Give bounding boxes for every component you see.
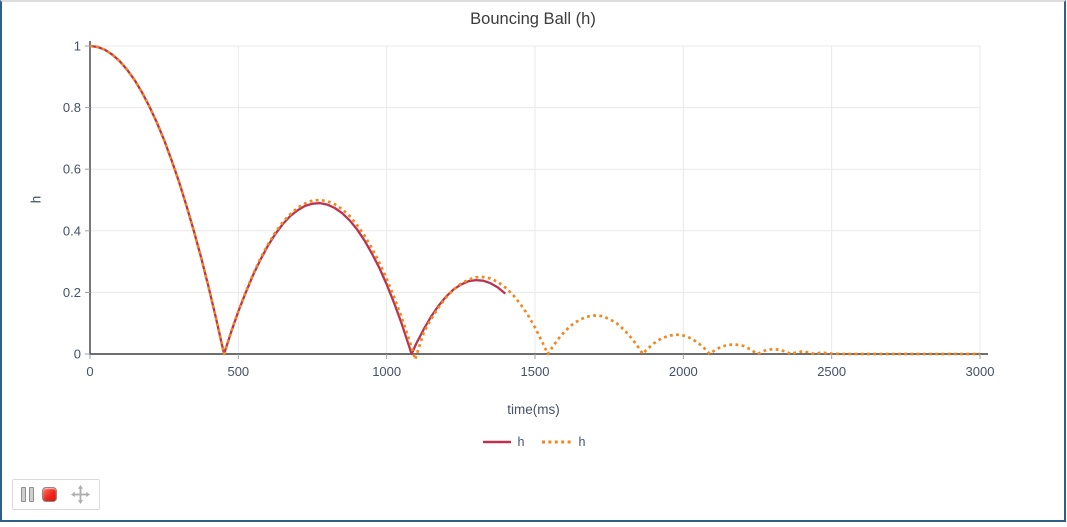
- legend-item-h-dotted[interactable]: h: [541, 435, 586, 449]
- chart-svg: 0 500 1000 1500 2000 2500 3000 0 0.2 0.4 0.6 0.8 1: [63, 39, 995, 380]
- svg-text:500: 500: [227, 364, 249, 379]
- chart-title: Bouncing Ball (h): [470, 10, 596, 28]
- svg-text:0.6: 0.6: [63, 162, 81, 177]
- legend: h h: [2, 435, 1065, 449]
- x-axis-title: time(ms): [507, 402, 560, 417]
- svg-text:2500: 2500: [817, 364, 846, 379]
- svg-text:0: 0: [86, 364, 93, 379]
- pause-button[interactable]: [21, 485, 34, 505]
- y-axis-title: h: [28, 195, 44, 204]
- svg-text:1000: 1000: [372, 364, 401, 379]
- pause-icon: [21, 487, 34, 502]
- legend-solid-line-icon: [482, 440, 511, 444]
- legend-label: h: [578, 435, 586, 449]
- svg-text:2000: 2000: [669, 364, 698, 379]
- svg-text:0: 0: [74, 347, 81, 362]
- legend-dotted-line-icon: [541, 440, 572, 444]
- svg-text:1500: 1500: [521, 364, 550, 379]
- stop-icon: [42, 487, 57, 502]
- svg-text:0.2: 0.2: [63, 285, 81, 300]
- svg-text:3000: 3000: [966, 364, 995, 379]
- legend-item-h-solid[interactable]: h: [482, 435, 525, 449]
- svg-text:0.4: 0.4: [63, 223, 81, 238]
- legend-label: h: [517, 435, 525, 449]
- svg-text:1: 1: [74, 39, 81, 54]
- stop-button[interactable]: [42, 485, 57, 505]
- move-button[interactable]: [71, 485, 90, 505]
- move-icon: [71, 485, 90, 504]
- simulation-toolbar: [12, 479, 100, 510]
- svg-text:0.8: 0.8: [63, 100, 81, 115]
